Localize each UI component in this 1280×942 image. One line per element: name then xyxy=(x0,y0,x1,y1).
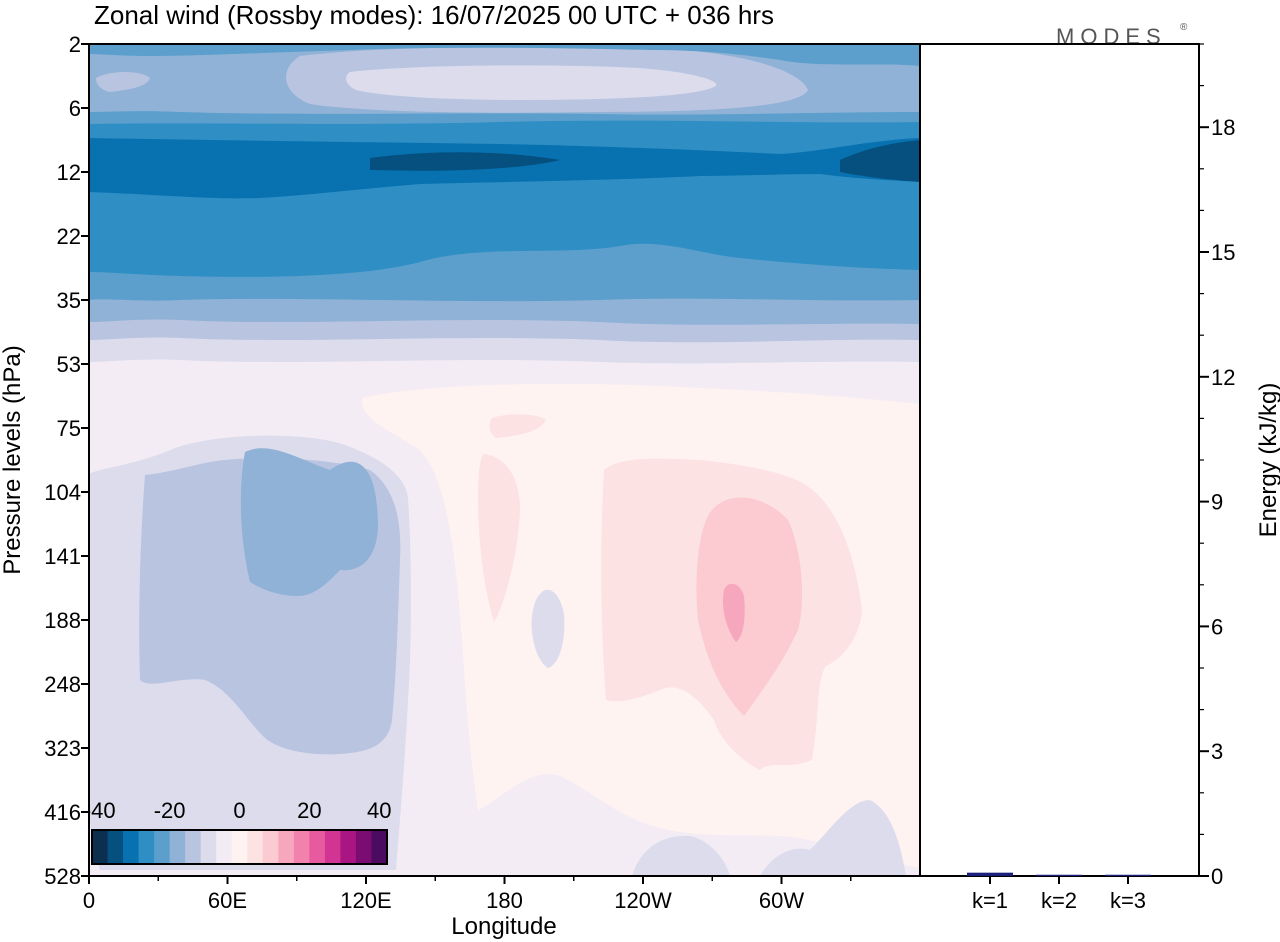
energy-bars: k=1 k=2 k=3 xyxy=(967,872,1151,913)
energy-category-label: k=1 xyxy=(972,888,1008,913)
y-tick-label: 248 xyxy=(44,672,81,697)
colorbar-swatch xyxy=(247,830,264,864)
colorbar-swatch xyxy=(200,830,217,864)
colorbar-swatch xyxy=(123,830,140,864)
energy-tick-label: 3 xyxy=(1211,739,1223,764)
band-minus-20b xyxy=(840,140,920,182)
energy-axis-label: Energy (kJ/kg) xyxy=(1255,383,1280,538)
energy-bar xyxy=(967,872,1013,876)
y-tick-label: 416 xyxy=(44,800,81,825)
y-tick-label: 188 xyxy=(44,608,81,633)
colorbar-tick-label: 40 xyxy=(367,798,391,823)
x-tick-label: 120E xyxy=(340,888,391,913)
band-top-minus-11 xyxy=(89,44,920,66)
neg-anomaly-8 xyxy=(240,448,378,596)
colorbar-swatch xyxy=(92,830,109,864)
contour-field xyxy=(89,44,920,876)
chart-title: Zonal wind (Rossby modes): 16/07/2025 00… xyxy=(94,0,774,30)
x-axis: 0 60E 120E 180 120W 60W xyxy=(83,876,852,913)
y-tick-label: 528 xyxy=(44,864,81,889)
band-minus-20 xyxy=(370,152,560,171)
energy-tick-label: 6 xyxy=(1211,614,1223,639)
colorbar-swatch xyxy=(309,830,326,864)
neg-patch-small xyxy=(531,589,565,668)
colorbar-swatch xyxy=(293,830,310,864)
energy-axis: 0 3 6 9 12 15 18 xyxy=(1199,43,1235,889)
colorbar: -40 -20 0 20 40 xyxy=(84,798,391,865)
colorbar-swatch xyxy=(278,830,295,864)
band-upper-small xyxy=(96,72,150,92)
band-minus-17 xyxy=(89,138,920,199)
colorbar-tick-label: -20 xyxy=(154,798,186,823)
pos-anomaly-2c xyxy=(489,414,546,438)
band-upper-minus-2 xyxy=(346,65,717,100)
energy-bar xyxy=(1036,874,1082,876)
neg-patch-bottom-a xyxy=(632,835,730,876)
energy-category-label: k=2 xyxy=(1041,888,1077,913)
y-tick-label: 6 xyxy=(69,96,81,121)
y-tick-label: 75 xyxy=(57,416,81,441)
colorbar-swatch xyxy=(107,830,124,864)
energy-tick-label: 0 xyxy=(1211,864,1223,889)
x-tick-label: 120W xyxy=(614,888,672,913)
registered-mark: ® xyxy=(1180,22,1188,33)
y-tick-label: 2 xyxy=(69,32,81,57)
energy-tick-label: 12 xyxy=(1211,365,1235,390)
x-tick-label: 0 xyxy=(83,888,95,913)
energy-tick-label: 9 xyxy=(1211,490,1223,515)
y-tick-label: 12 xyxy=(57,160,81,185)
y-tick-label: 104 xyxy=(44,480,81,505)
x-axis-label: Longitude xyxy=(451,913,556,940)
energy-tick-label: 18 xyxy=(1211,115,1235,140)
colorbar-swatch xyxy=(355,830,372,864)
energy-tick-label: 15 xyxy=(1211,240,1235,265)
neg-patch-bottom-b xyxy=(760,800,906,876)
pos-anomaly-5 xyxy=(696,497,803,716)
y-tick-label: 53 xyxy=(57,352,81,377)
colorbar-tick-label: 20 xyxy=(297,798,321,823)
y-axis-label: Pressure levels (hPa) xyxy=(0,345,26,574)
colorbar-swatch xyxy=(154,830,171,864)
colorbar-swatch xyxy=(185,830,202,864)
colorbar-swatch xyxy=(216,830,233,864)
colorbar-swatch xyxy=(324,830,341,864)
x-tick-label: 180 xyxy=(486,888,523,913)
energy-bar xyxy=(1105,874,1151,876)
x-tick-label: 60W xyxy=(759,888,804,913)
pos-anomaly-8 xyxy=(722,583,745,642)
y-tick-label: 323 xyxy=(44,736,81,761)
colorbar-tick-label: 0 xyxy=(233,798,245,823)
pos-anomaly-2 xyxy=(478,454,520,622)
y-tick-label: 35 xyxy=(57,288,81,313)
colorbar-tick-label: -40 xyxy=(84,798,116,823)
colorbar-swatch xyxy=(262,830,279,864)
colorbar-swatch xyxy=(231,830,248,864)
y-tick-label: 141 xyxy=(44,544,81,569)
colorbar-swatch xyxy=(340,830,357,864)
y-axis: 2 6 12 22 35 53 75 104 141 188 248 323 416 528 xyxy=(44,32,89,889)
energy-category-label: k=3 xyxy=(1110,888,1146,913)
colorbar-swatch xyxy=(371,830,388,864)
colorbar-frame xyxy=(91,829,388,865)
x-tick-label: 60E xyxy=(208,888,247,913)
colorbar-swatch xyxy=(169,830,186,864)
colorbar-swatch xyxy=(138,830,155,864)
modes-logo: MODES xyxy=(1056,24,1167,49)
y-tick-label: 22 xyxy=(57,224,81,249)
energy-plot-frame xyxy=(919,43,1200,877)
